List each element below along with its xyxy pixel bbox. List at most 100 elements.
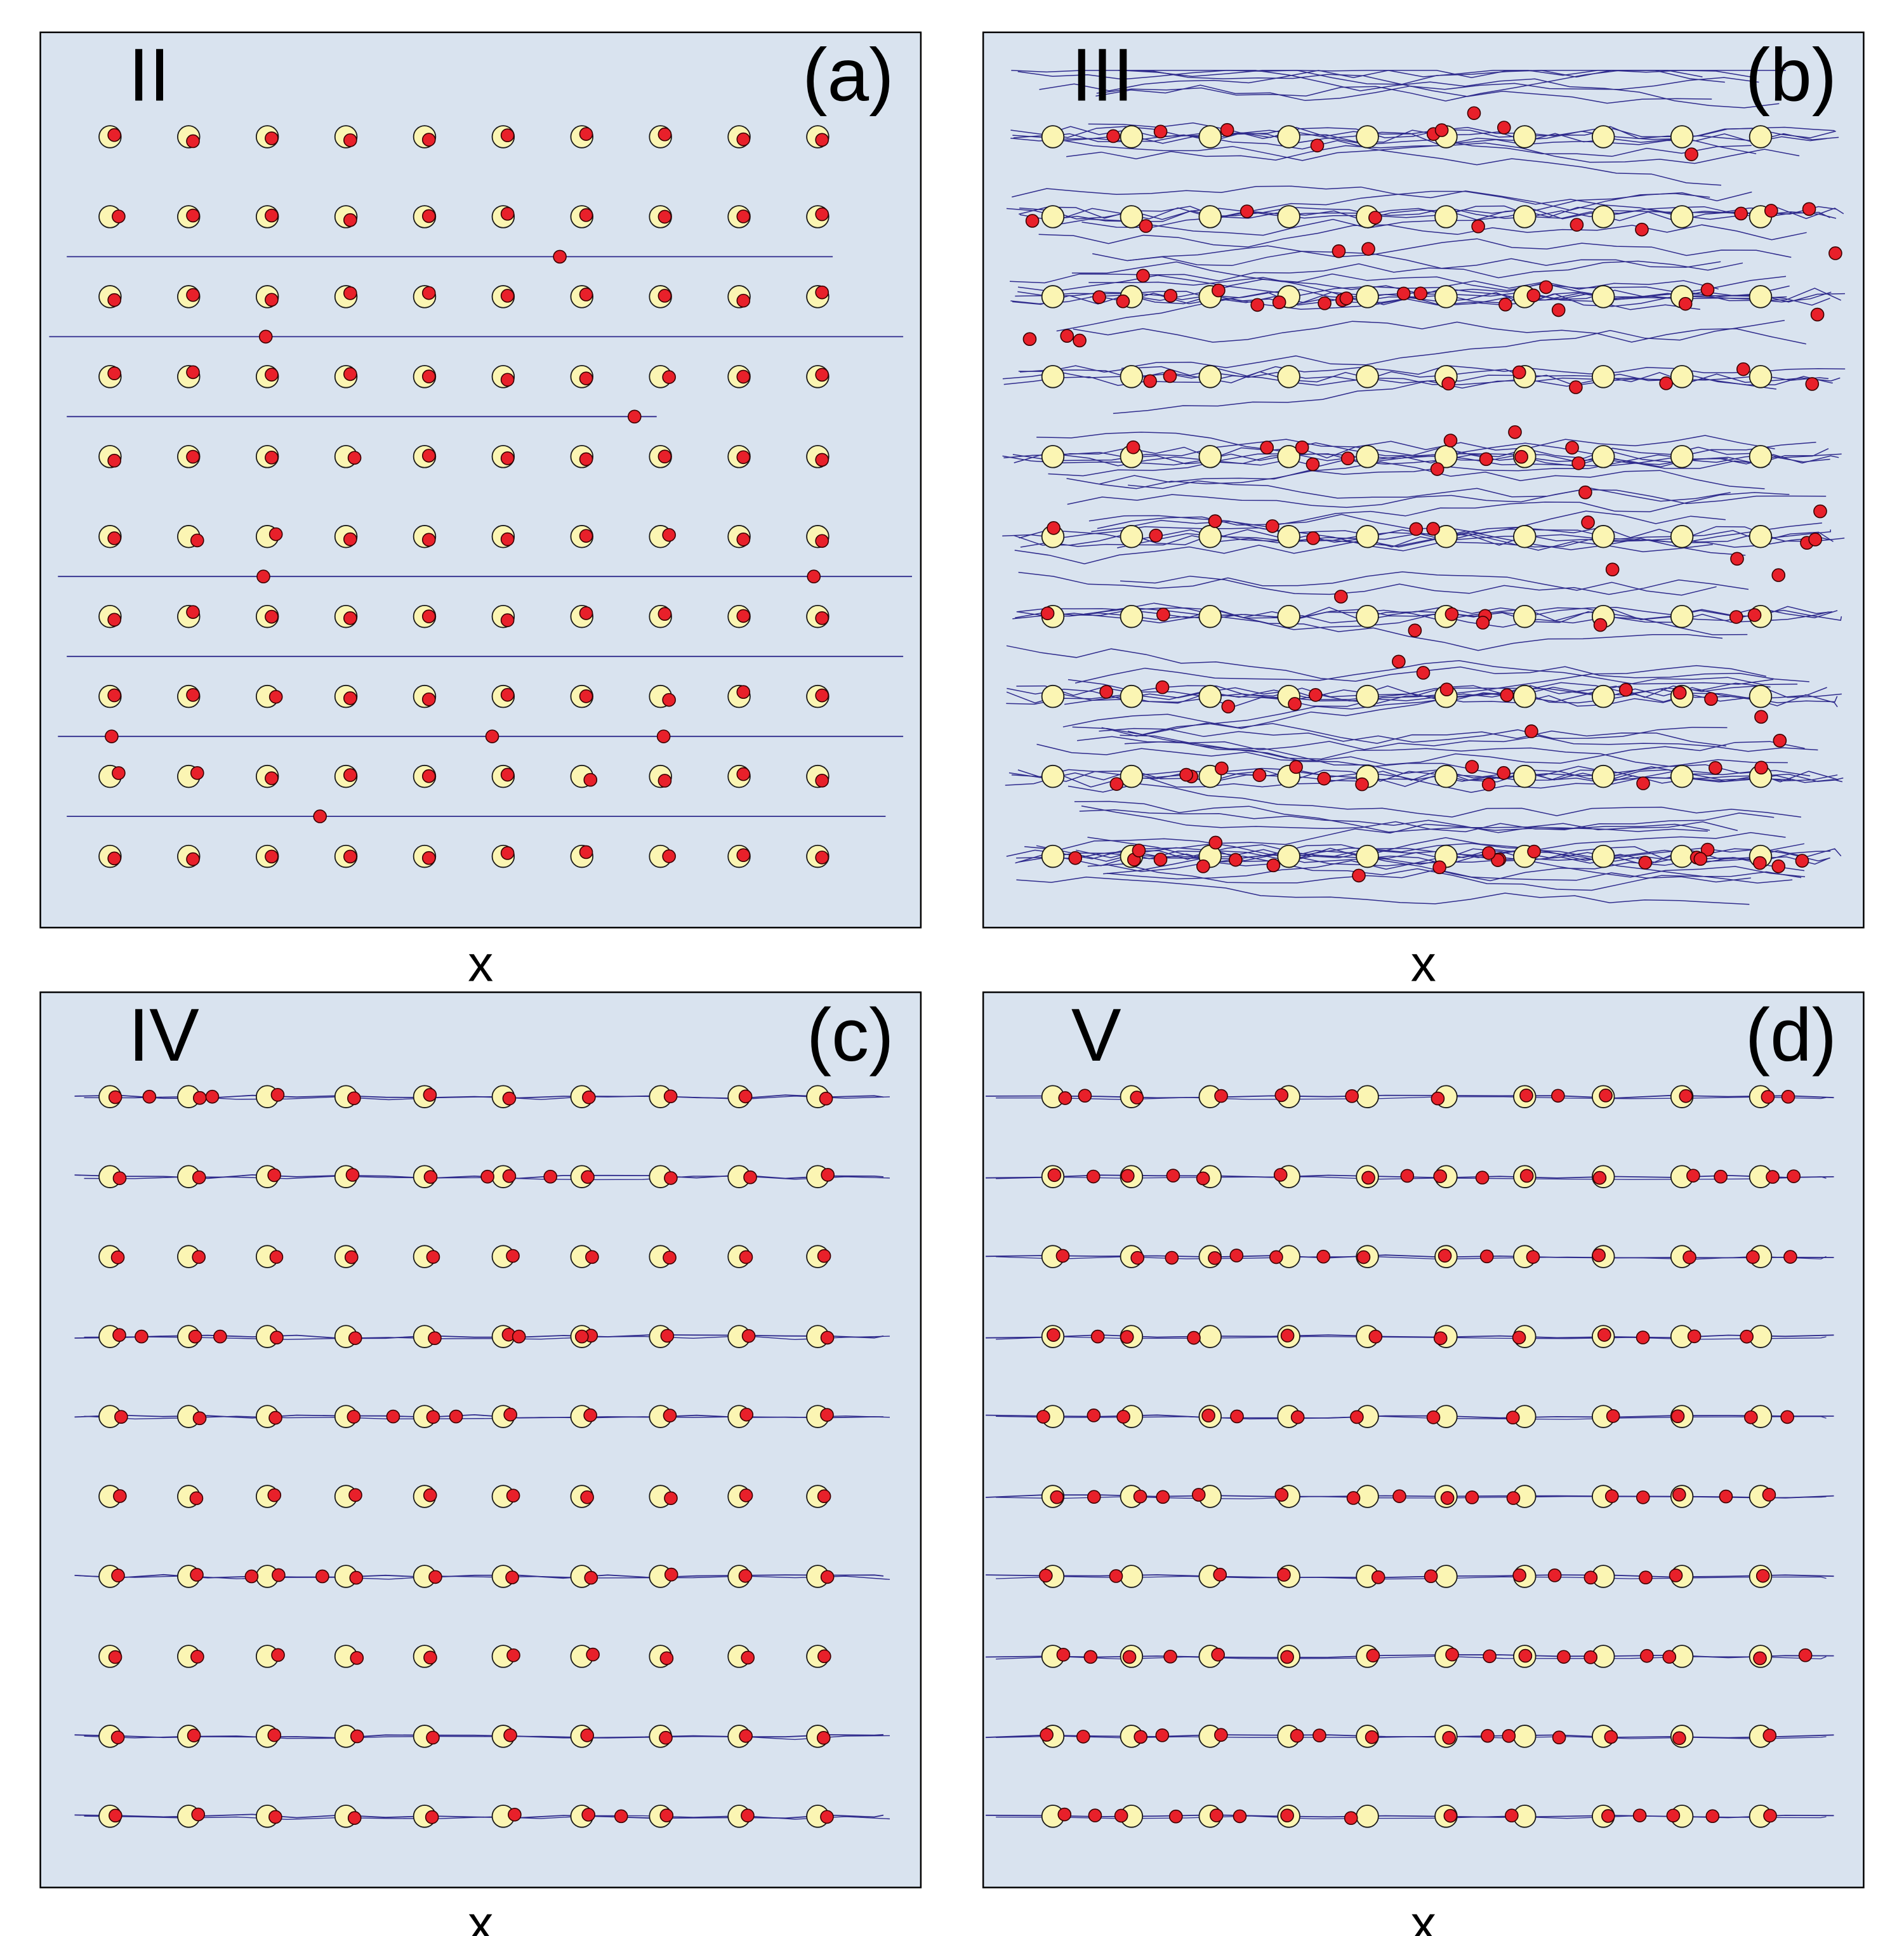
particle — [114, 1410, 128, 1424]
particle — [1022, 332, 1037, 347]
particle — [1593, 618, 1608, 632]
panel-frame — [39, 31, 922, 929]
particle — [268, 1810, 282, 1824]
pinning-site — [1198, 604, 1222, 628]
trajectory-line — [1017, 70, 1751, 80]
particle — [736, 293, 751, 308]
pinning-site — [1670, 525, 1694, 548]
particle — [741, 1329, 756, 1343]
particle — [348, 1331, 362, 1345]
panel-letter: (c) — [807, 993, 894, 1077]
particle — [739, 1250, 753, 1264]
particle — [1156, 607, 1170, 622]
particle — [1570, 218, 1584, 232]
trajectory-line — [1084, 602, 1748, 635]
pinning-site — [1277, 205, 1300, 229]
particle — [1290, 1728, 1304, 1743]
particle — [1669, 1568, 1683, 1582]
particle — [110, 1730, 125, 1744]
panel-frame — [982, 991, 1865, 1888]
pinning-site — [1356, 604, 1379, 628]
particle — [502, 1091, 517, 1106]
particle — [543, 1169, 558, 1184]
particle — [1434, 123, 1449, 137]
particle — [736, 132, 751, 147]
particle — [428, 1570, 442, 1584]
particle — [421, 133, 436, 147]
particle — [739, 1407, 754, 1422]
trajectory-line — [1073, 321, 1806, 345]
particle — [1092, 290, 1106, 304]
particle — [1639, 1648, 1654, 1663]
particle — [1704, 692, 1718, 706]
pinning-site — [1120, 125, 1144, 149]
particle — [1168, 1809, 1183, 1824]
panel-a: II (a) x — [39, 31, 922, 992]
particle — [1551, 1089, 1565, 1103]
particle — [1280, 1650, 1294, 1664]
particle — [1408, 623, 1422, 638]
particles — [1036, 1088, 1813, 1826]
particle — [1636, 776, 1650, 790]
pinning-site — [1434, 1565, 1458, 1588]
pinning-site — [1041, 285, 1065, 308]
particle — [579, 371, 593, 385]
particle — [1163, 289, 1178, 303]
particle — [1700, 282, 1715, 297]
particle — [1795, 854, 1809, 868]
particle — [663, 1409, 677, 1422]
particle — [265, 849, 279, 864]
particle — [1599, 1089, 1613, 1103]
particle — [112, 1328, 126, 1343]
particle — [421, 692, 436, 706]
particle — [662, 849, 676, 863]
particle — [1636, 1330, 1650, 1344]
pinning-site — [1591, 764, 1615, 788]
particle — [500, 846, 515, 860]
particle — [1465, 1490, 1479, 1504]
particle — [1672, 1731, 1686, 1746]
particle — [743, 1170, 757, 1184]
pinning-site — [1670, 604, 1694, 628]
particle — [112, 766, 126, 780]
particle — [1518, 1648, 1533, 1663]
particle — [506, 1249, 520, 1263]
trajectory-line — [1128, 480, 1827, 505]
particle — [1392, 1489, 1406, 1503]
trajectory-line — [1007, 687, 1827, 700]
particle — [1233, 1809, 1247, 1824]
pinning-site — [1356, 684, 1379, 708]
particle — [426, 1730, 440, 1745]
particle — [1057, 1807, 1072, 1822]
particle — [1592, 1248, 1606, 1263]
pinning-site — [1120, 764, 1144, 788]
pinning-site — [1591, 205, 1615, 229]
particle — [1481, 846, 1496, 860]
particle — [190, 533, 204, 548]
particle — [1306, 457, 1320, 472]
particle — [1583, 1650, 1598, 1664]
particle — [347, 1410, 361, 1424]
particle — [739, 1729, 753, 1743]
particle — [350, 1729, 364, 1744]
trajectory-line — [1036, 432, 1770, 469]
particle — [820, 1570, 835, 1584]
pinning-site — [1120, 525, 1144, 548]
particle — [1280, 1329, 1295, 1343]
panel-b: III (b) x — [982, 31, 1865, 992]
pinning-site — [1198, 445, 1222, 468]
trajectory-line — [1038, 224, 1807, 248]
particle — [1476, 616, 1490, 630]
particle — [579, 288, 593, 302]
particle — [1056, 1648, 1071, 1662]
particle — [190, 766, 204, 780]
particle — [582, 1090, 596, 1104]
particle — [1252, 768, 1267, 782]
particle — [107, 531, 121, 545]
particle — [736, 848, 751, 863]
trajectory-line — [1036, 741, 1805, 766]
particle — [1443, 1808, 1458, 1823]
particle — [1269, 1250, 1283, 1264]
particle — [614, 1809, 628, 1824]
pinning-site — [1356, 844, 1379, 868]
